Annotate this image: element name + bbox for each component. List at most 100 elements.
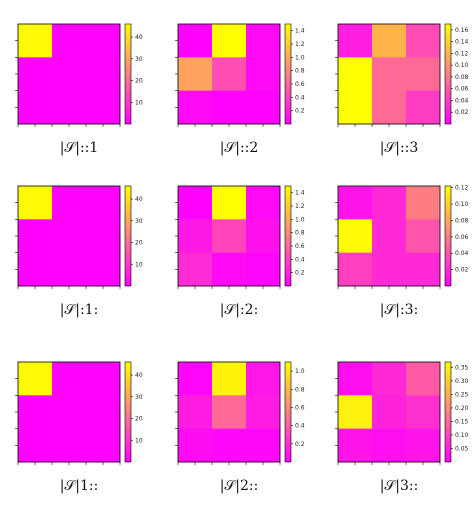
heatmap-cell [52, 395, 87, 429]
heatmap-cell [372, 395, 407, 429]
heatmap-cell [246, 252, 281, 287]
colorbar-tick-label: 40 [135, 196, 143, 203]
colorbar-frame [444, 185, 452, 287]
heatmap-panel: 0.2 0.4 0.6 0.8 1.0 1.2 1.4|𝒮|::2 [175, 23, 305, 156]
heatmap-cell [246, 57, 281, 91]
colorbar-frame [284, 361, 292, 463]
heatmap-cell [212, 24, 247, 58]
heatmap-panel: 0.05 0.10 0.15 0.20 0.25 0.30 0.35|𝒮|3:: [335, 361, 469, 494]
heatmap-cell [246, 219, 281, 253]
heatmap-cell [52, 186, 87, 220]
heatmap-panel: 0.2 0.4 0.6 0.8 1.0 1.2 1.4 |𝒮|:2: [175, 185, 305, 318]
colorbar-frame [284, 23, 292, 125]
heatmap-cell [246, 428, 281, 463]
colorbar-tick-label: 0.2 [295, 441, 305, 448]
heatmap-cell [86, 219, 121, 253]
panel-caption: |𝒮|:3: [380, 302, 419, 318]
colorbar-tick-label: 0.30 [455, 378, 469, 385]
heatmap-cell [178, 24, 213, 58]
panel-caption: |𝒮|:1: [60, 302, 99, 318]
heatmap-cell [212, 186, 247, 220]
colorbar-tick-label: 0.05 [455, 445, 469, 452]
heatmap-cell [18, 24, 53, 58]
colorbar-frame [284, 185, 292, 287]
heatmap-cell [372, 57, 407, 91]
heatmap-cell [246, 90, 281, 125]
heatmap-cell [246, 362, 281, 396]
heatmap-cell [18, 186, 53, 220]
colorbar-frame [444, 23, 452, 125]
colorbar-tick-label: 30 [135, 394, 143, 401]
heatmap-cell [52, 90, 87, 125]
colorbar [445, 362, 451, 462]
heatmap-cell [372, 24, 407, 58]
colorbar [125, 186, 131, 286]
heatmap-cell [18, 362, 53, 396]
colorbar-tick-label: 0.4 [295, 94, 305, 101]
colorbar-tick-label: 0.6 [295, 243, 305, 250]
heatmap-cell [178, 252, 213, 287]
heatmap-cell [18, 428, 53, 463]
heatmap-cell [178, 90, 213, 125]
heatmap-cell [178, 219, 213, 253]
heatmap-cell [372, 219, 407, 253]
colorbar-tick-label: 0.2 [295, 108, 305, 115]
colorbar-tick-label: 0.4 [295, 256, 305, 263]
heatmap-cell [338, 219, 373, 253]
colorbar-tick-label: 1.4 [295, 190, 305, 197]
colorbar [445, 186, 451, 286]
colorbar-tick-label: 0.2 [295, 270, 305, 277]
heatmap-cell [246, 395, 281, 429]
colorbar-tick-label: 0.06 [455, 86, 469, 93]
heatmap-cell [18, 252, 53, 287]
panel-caption: |𝒮|1:: [60, 478, 99, 494]
heatmap-cell [18, 219, 53, 253]
heatmap-cell [178, 395, 213, 429]
heatmap-cell [18, 57, 53, 91]
colorbar [445, 24, 451, 124]
heatmap-cell [406, 24, 441, 58]
heatmap-cell [178, 362, 213, 396]
colorbar-tick-label: 10 [135, 99, 143, 106]
colorbar-tick-label: 0.4 [295, 423, 305, 430]
colorbar [285, 362, 291, 462]
heatmap-cell [338, 428, 373, 463]
colorbar-tick-label: 0.10 [455, 201, 469, 208]
colorbar [285, 186, 291, 286]
heatmap-cell [338, 395, 373, 429]
colorbar-tick-label: 10 [135, 437, 143, 444]
heatmap-cell [86, 252, 121, 287]
colorbar-tick-label: 1.2 [295, 41, 305, 48]
heatmap-cell [406, 57, 441, 91]
colorbar-tick-label: 0.02 [455, 109, 469, 116]
heatmap-cell [52, 24, 87, 58]
colorbar-tick-label: 40 [135, 372, 143, 379]
heatmap-cell [52, 252, 87, 287]
colorbar-tick-label: 0.20 [455, 405, 469, 412]
colorbar-tick-label: 0.8 [295, 68, 305, 75]
colorbar-tick-label: 10 [135, 261, 143, 268]
colorbar-tick-label: 0.02 [455, 267, 469, 274]
colorbar [125, 24, 131, 124]
heatmap-cell [212, 90, 247, 125]
heatmap-cell [212, 395, 247, 429]
colorbar-tick-label: 0.08 [455, 217, 469, 224]
colorbar-tick-label: 0.8 [295, 230, 305, 237]
heatmap-cell [406, 90, 441, 125]
heatmap-cell [246, 24, 281, 58]
panel-caption: |𝒮|::2 [220, 140, 259, 156]
colorbar [125, 362, 131, 462]
colorbar-tick-label: 0.6 [295, 81, 305, 88]
panel-caption: |𝒮|::3 [380, 140, 419, 156]
heatmap-cell [18, 395, 53, 429]
heatmap-panel: 10 20 30 40|𝒮|1:: [15, 361, 143, 494]
heatmap-cell [52, 362, 87, 396]
colorbar-tick-label: 1.0 [295, 368, 305, 375]
heatmap-panel: 0.02 0.04 0.06 0.08 0.10 0.12 |𝒮|:3: [335, 185, 469, 318]
panel-caption: |𝒮|2:: [220, 478, 259, 494]
colorbar-tick-label: 0.10 [455, 62, 469, 69]
colorbar-tick-label: 40 [135, 34, 143, 41]
heatmap-cell [212, 57, 247, 91]
colorbar-tick-label: 0.10 [455, 432, 469, 439]
colorbar-tick-label: 0.08 [455, 74, 469, 81]
